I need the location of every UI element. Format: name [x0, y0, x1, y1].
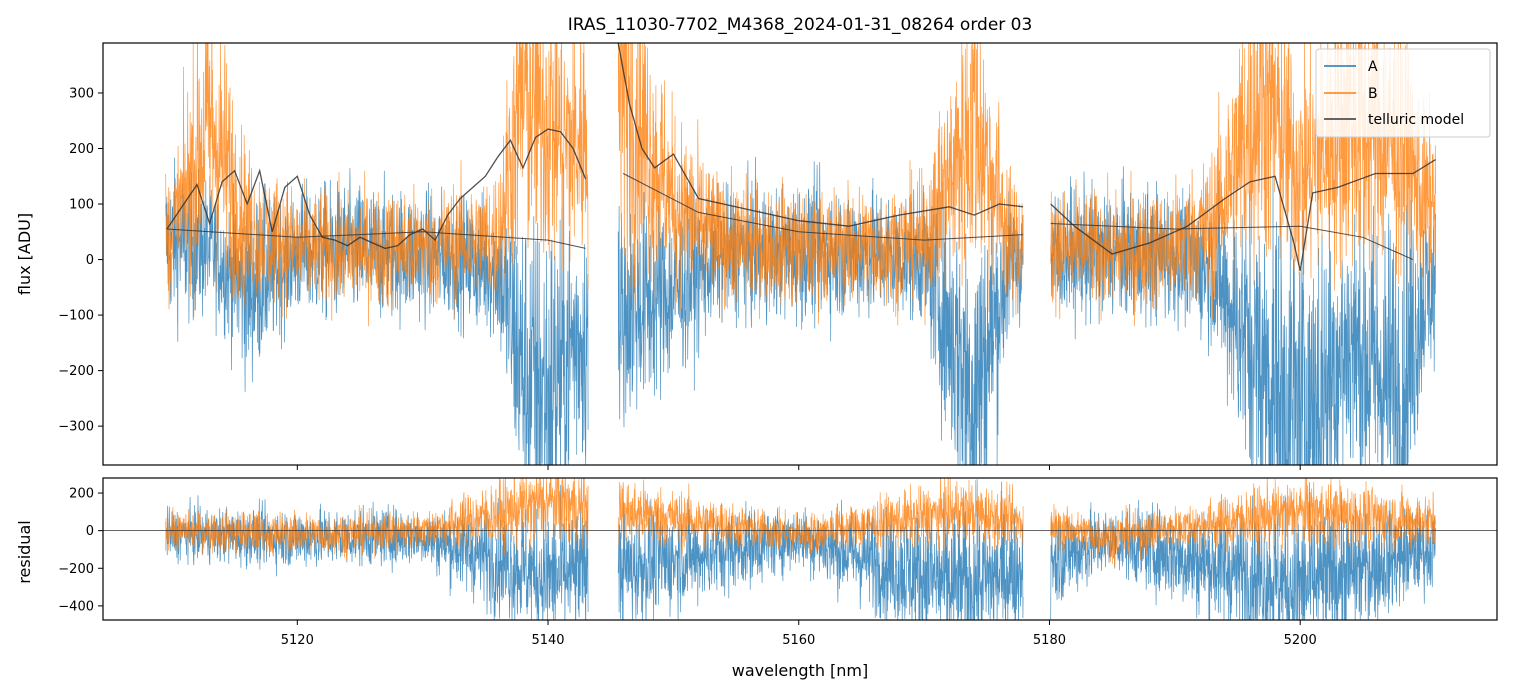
residual-a-line: [617, 479, 1024, 620]
legend-label-b: B: [1368, 86, 1378, 102]
residual-panel: −400 −200 0 200 5120 5140 5160 5180 5200 residu…: [15, 477, 1498, 680]
residual-y-axis-label: residual: [15, 520, 34, 583]
residual-plot-area: [103, 478, 1497, 620]
x-axis-label: wavelength [nm]: [732, 661, 869, 680]
residual-axes-frame: [102, 477, 1498, 621]
y-tick-label: 200: [69, 142, 94, 157]
residual-x-ticks: 5120 5140 5160 5180 5200: [281, 620, 1317, 648]
legend: A B telluric model: [1315, 48, 1491, 138]
residual-a-line: [165, 484, 589, 620]
x-tick-label: 5200: [1284, 633, 1317, 648]
x-tick-label: 5160: [782, 633, 815, 648]
series-a-line: [165, 157, 589, 465]
y-tick-label: 100: [69, 198, 94, 213]
x-tick-label: 5120: [281, 633, 314, 648]
x-tick-label: 5140: [531, 633, 564, 648]
legend-label-telluric: telluric model: [1368, 112, 1464, 128]
residual-b-line: [617, 478, 1024, 561]
continuum-line: [622, 173, 1024, 241]
continuum-line: [166, 228, 586, 249]
y-tick-label: −200: [58, 364, 94, 379]
residual-y-ticks: −400 −200 0 200: [58, 487, 103, 614]
flux-x-ticks: [296, 465, 1301, 470]
residual-b-line: [165, 478, 589, 561]
flux-y-ticks: −300 −200 −100 0 100 200 300: [58, 86, 103, 435]
series-a-line: [1050, 166, 1436, 465]
y-tick-label: −200: [58, 562, 94, 577]
telluric-model-line: [1050, 159, 1436, 271]
y-tick-label: 0: [86, 253, 94, 268]
chart-title: IRAS_11030-7702_M4368_2024-01-31_08264 o…: [568, 15, 1033, 35]
y-tick-label: 300: [69, 86, 94, 101]
legend-frame: [1315, 48, 1491, 138]
telluric-model-line: [166, 128, 587, 250]
continuum-line: [1050, 223, 1414, 261]
y-tick-label: 0: [86, 524, 94, 539]
y-tick-label: 200: [69, 487, 94, 502]
telluric-model-line: [617, 43, 1024, 227]
series-b-line: [165, 43, 589, 327]
y-tick-label: −400: [58, 599, 94, 614]
y-tick-label: −300: [58, 420, 94, 435]
residual-b-line: [1050, 478, 1436, 567]
legend-label-a: A: [1368, 59, 1378, 75]
flux-axes-frame: [102, 42, 1498, 466]
x-tick-label: 5180: [1033, 633, 1066, 648]
flux-plot-area: [165, 43, 1436, 465]
flux-y-axis-label: flux [ADU]: [15, 213, 34, 295]
flux-panel: −300 −200 −100 0 100 200 300 flux [ADU] A B te…: [15, 42, 1498, 470]
y-tick-label: −100: [58, 309, 94, 324]
